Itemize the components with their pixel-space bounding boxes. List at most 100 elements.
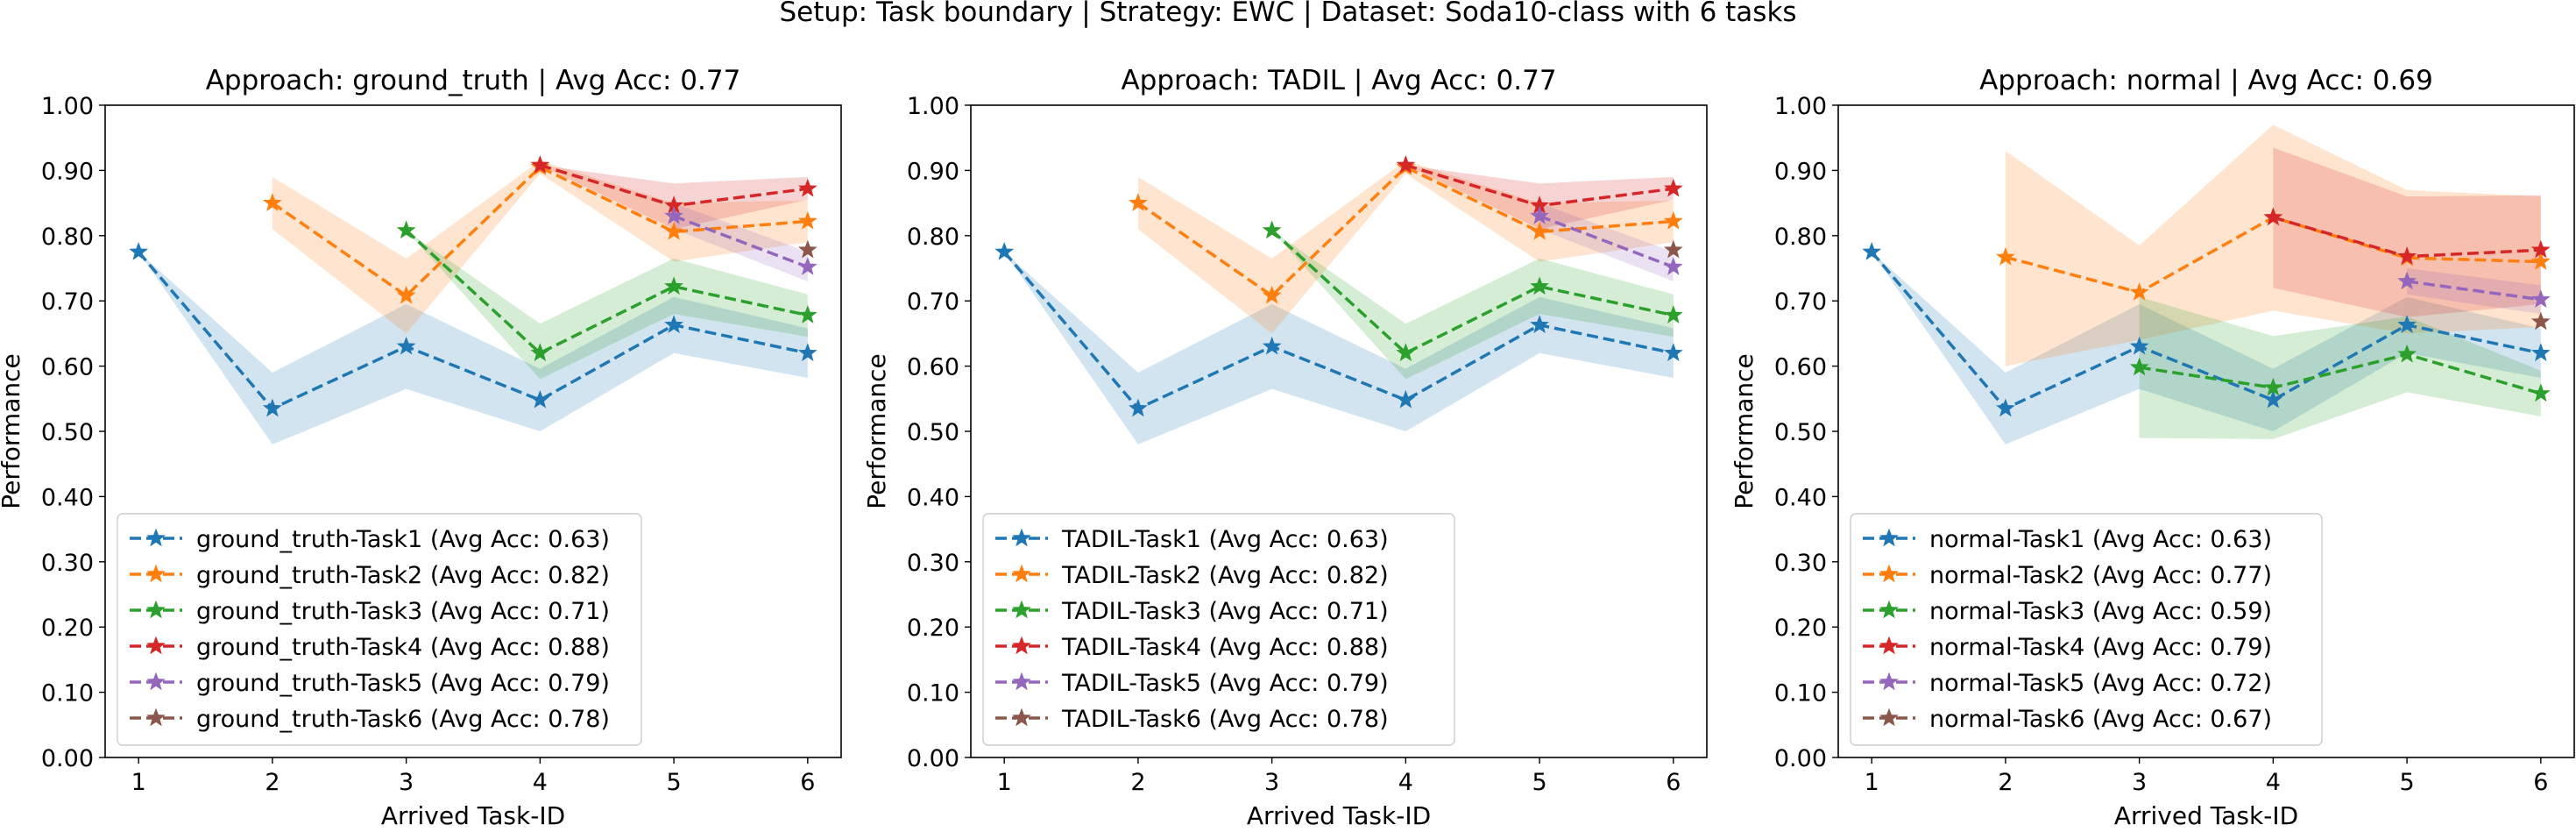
y-tick-label: 0.30 <box>1774 550 1827 577</box>
y-tick-label: 0.40 <box>1774 484 1827 511</box>
data-point-task4 <box>797 178 817 197</box>
series-band-task2 <box>2005 124 2541 366</box>
y-tick-label: 0.40 <box>907 484 959 511</box>
legend: normal-Task1 (Avg Acc: 0.63) normal-Task2… <box>1850 513 2323 746</box>
legend-item-label: TADIL-Task2 (Avg Acc: 0.82) <box>1061 562 1389 589</box>
x-tick-label: 6 <box>2533 769 2548 796</box>
series-line-task1 <box>137 251 809 411</box>
data-point-task4 <box>530 155 550 174</box>
series-line-task1 <box>1002 251 1674 411</box>
series-band-task4 <box>2273 147 2541 317</box>
legend-swatch-marker <box>146 708 166 727</box>
data-point-task4 <box>1663 178 1683 197</box>
y-tick-label: 0.70 <box>907 288 959 316</box>
data-point-task1 <box>2397 315 2417 333</box>
series-band-task1 <box>1872 252 2541 444</box>
chart-panel-3: Approach: normal | Avg Acc: 0.69 0.00 0.10… <box>1730 65 2575 830</box>
data-point-task1 <box>797 343 817 361</box>
data-point-task5 <box>797 257 817 275</box>
y-tick-label: 0.00 <box>41 745 94 772</box>
series-line-task1 <box>1870 251 2542 411</box>
x-tick-label: 5 <box>1532 769 1546 796</box>
y-tick-label: 0.50 <box>907 419 959 446</box>
legend-item-label: ground_truth-Task6 (Avg Acc: 0.78) <box>196 706 610 733</box>
y-tick-label: 0.10 <box>1774 680 1827 708</box>
data-point-task6 <box>1663 239 1683 259</box>
legend-item-label: ground_truth-Task3 (Avg Acc: 0.71) <box>196 598 610 625</box>
legend-swatch-marker <box>146 564 166 583</box>
data-point-task1 <box>1996 398 2015 417</box>
y-tick-label: 0.30 <box>907 550 959 577</box>
data-point-task3 <box>2530 383 2551 402</box>
x-tick-label: 5 <box>666 769 681 796</box>
legend-swatch-marker <box>146 528 166 547</box>
legend-swatch-marker <box>146 636 166 655</box>
y-tick-label: 0.90 <box>907 158 959 185</box>
x-tick-label: 1 <box>1865 769 1879 796</box>
y-tick-label: 0.40 <box>41 484 94 511</box>
y-tick-label: 0.60 <box>41 354 94 381</box>
x-tick-label: 3 <box>2132 769 2147 796</box>
data-point-task3 <box>1663 305 1683 324</box>
series-line-task3 <box>405 229 809 355</box>
chart-title: Approach: ground_truth | Avg Acc: 0.77 <box>206 65 741 96</box>
data-point-task3 <box>396 220 416 239</box>
data-point-task5 <box>1663 257 1683 275</box>
data-point-task1 <box>396 336 416 355</box>
data-point-task1 <box>1262 336 1282 355</box>
x-tick-label: 2 <box>1998 769 2013 796</box>
y-tick-label: 0.10 <box>41 680 94 708</box>
data-point-task5 <box>1530 206 1549 224</box>
data-point-task2 <box>2530 252 2551 270</box>
x-tick-label: 6 <box>1666 769 1681 796</box>
x-tick-label: 4 <box>533 769 548 796</box>
data-point-task3 <box>530 343 550 361</box>
data-point-task2 <box>1262 285 1282 304</box>
x-tick-label: 5 <box>2399 769 2414 796</box>
x-axis-label: Arrived Task-ID <box>2114 801 2298 830</box>
legend-swatch-marker <box>1012 564 1031 583</box>
data-point-task2 <box>1129 193 1148 211</box>
legend-item-label: TADIL-Task1 (Avg Acc: 0.63) <box>1061 526 1389 553</box>
y-tick-label: 0.50 <box>41 419 94 446</box>
x-tick-label: 6 <box>800 769 815 796</box>
data-point-task3 <box>2397 344 2417 363</box>
legend-swatch-marker <box>146 600 166 619</box>
data-point-task1 <box>1129 398 1148 417</box>
y-axis-label: Performance <box>862 353 891 508</box>
data-point-task1 <box>1663 343 1683 361</box>
chart-panel-1: Approach: ground_truth | Avg Acc: 0.77 0.… <box>0 65 842 830</box>
y-tick-label: 0.00 <box>907 745 959 772</box>
data-point-task6 <box>797 239 817 259</box>
series-line-task5 <box>673 214 809 269</box>
x-axis-label: Arrived Task-ID <box>381 801 565 830</box>
series-band-task3 <box>1271 230 1674 380</box>
data-point-task2 <box>1663 211 1683 230</box>
y-tick-label: 0.20 <box>907 615 959 642</box>
data-point-task4 <box>2397 246 2417 265</box>
y-tick-label: 0.80 <box>41 224 94 251</box>
y-tick-label: 0.20 <box>41 615 94 642</box>
data-point-task6 <box>2530 311 2551 331</box>
data-point-task3 <box>1396 343 1416 361</box>
chart-panel-2: Approach: TADIL | Avg Acc: 0.77 0.00 0.10 0… <box>862 65 1708 830</box>
x-tick-label: 4 <box>2266 769 2281 796</box>
legend-item-label: normal-Task4 (Avg Acc: 0.79) <box>1929 634 2272 661</box>
data-point-task4 <box>2263 207 2283 226</box>
legend-item-label: ground_truth-Task5 (Avg Acc: 0.79) <box>196 670 610 697</box>
legend-swatch-marker <box>1012 672 1031 691</box>
series-line-task3 <box>1270 229 1674 355</box>
data-point-task4 <box>1396 155 1416 174</box>
series-line-task5 <box>1539 214 1674 269</box>
x-tick-label: 3 <box>1264 769 1279 796</box>
x-tick-label: 3 <box>399 769 414 796</box>
data-point-task1 <box>263 398 282 417</box>
legend-item-label: TADIL-Task5 (Avg Acc: 0.79) <box>1061 670 1389 697</box>
figure-suptitle: Setup: Task boundary | Strategy: EWC | D… <box>779 0 1796 28</box>
legend-frame <box>1850 513 2323 746</box>
legend-item-label: ground_truth-Task4 (Avg Acc: 0.88) <box>196 634 610 661</box>
data-point-task1 <box>1396 389 1416 409</box>
data-point-task2 <box>664 221 683 240</box>
data-point-task3 <box>2129 357 2149 376</box>
